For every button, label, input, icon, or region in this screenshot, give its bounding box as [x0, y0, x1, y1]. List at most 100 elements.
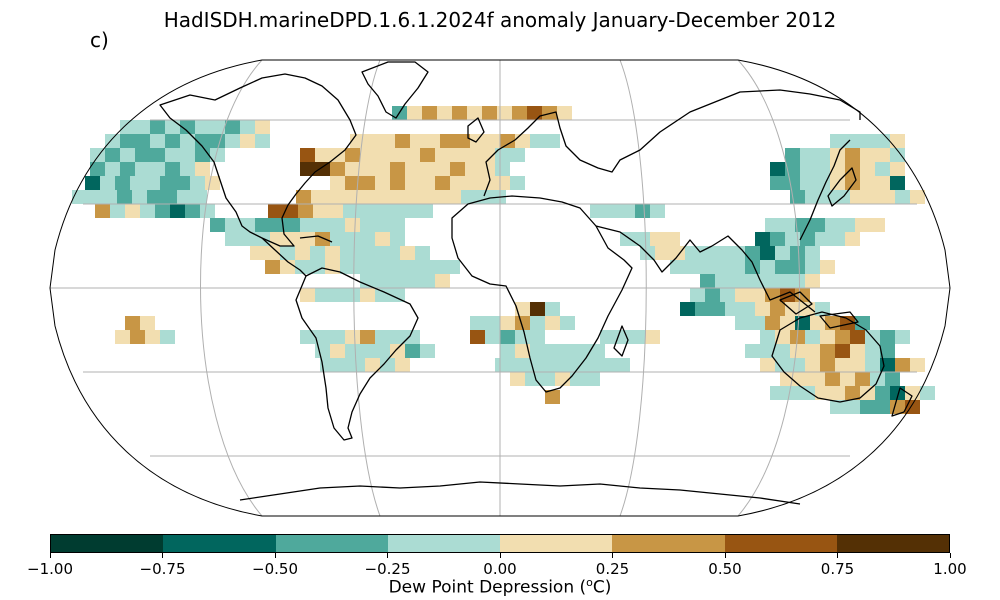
grid-cell [360, 148, 375, 162]
anomaly-grid-cells [72, 106, 935, 414]
grid-cell [140, 316, 155, 330]
grid-cell [545, 316, 560, 330]
grid-cell [445, 260, 460, 274]
grid-cell [880, 190, 895, 204]
grid-cell [240, 232, 255, 246]
grid-cell [895, 190, 910, 204]
grid-cell [195, 148, 210, 162]
grid-cell [615, 358, 630, 372]
grid-cell [495, 162, 510, 176]
grid-cell [300, 218, 315, 232]
colorbar-segment [500, 535, 613, 552]
grid-cell [300, 232, 315, 246]
grid-cell [800, 148, 815, 162]
grid-cell [880, 344, 895, 358]
grid-cell [420, 274, 435, 288]
grid-cell [600, 358, 615, 372]
world-map [49, 59, 951, 517]
grid-cell [400, 246, 415, 260]
grid-cell [345, 162, 360, 176]
grid-cell [95, 204, 110, 218]
grid-cell [760, 260, 775, 274]
colorbar-segment [51, 535, 164, 552]
grid-cell [310, 246, 325, 260]
grid-cell [175, 176, 190, 190]
grid-cell [268, 204, 283, 218]
grid-cell [320, 358, 335, 372]
grid-cell [403, 204, 418, 218]
grid-cell [105, 162, 120, 176]
grid-cell [165, 134, 180, 148]
grid-cell [225, 134, 240, 148]
grid-cell [300, 288, 315, 302]
grid-cell [300, 148, 315, 162]
colorbar-tick-label: 0.75 [820, 560, 855, 578]
grid-cell [830, 134, 845, 148]
grid-cell [685, 246, 700, 260]
grid-cell [405, 148, 420, 162]
grid-cell [890, 148, 905, 162]
grid-cell [375, 162, 390, 176]
grid-cell [860, 176, 875, 190]
grid-cell [795, 372, 810, 386]
grid-cell [725, 302, 740, 316]
grid-cell [125, 204, 140, 218]
grid-cell [605, 204, 620, 218]
colorbar-tick [49, 553, 51, 558]
grid-cell [310, 260, 325, 274]
grid-cell [890, 134, 905, 148]
grid-cell [345, 176, 360, 190]
grid-cell [155, 204, 170, 218]
grid-cell [360, 288, 375, 302]
grid-cell [461, 190, 476, 204]
grid-cell [795, 316, 810, 330]
colorbar-tick [612, 553, 613, 558]
grid-cell [326, 190, 341, 204]
grid-cell [775, 358, 790, 372]
grid-cell [370, 260, 385, 274]
grid-cell [825, 372, 840, 386]
grid-cell [805, 330, 820, 344]
grid-cell [495, 176, 510, 190]
grid-cell [355, 260, 370, 274]
grid-cell [150, 120, 165, 134]
grid-cell [790, 358, 805, 372]
grid-cell [130, 330, 145, 344]
grid-cell [270, 232, 285, 246]
grid-cell [132, 190, 147, 204]
colorbar-tick-label: 1.00 [933, 560, 967, 578]
grid-cell [100, 176, 115, 190]
grid-cell [875, 162, 890, 176]
grid-cell [785, 232, 800, 246]
grid-cell [805, 260, 820, 274]
grid-cell [575, 344, 590, 358]
grid-cell [225, 120, 240, 134]
grid-cell [455, 134, 470, 148]
grid-cell [920, 386, 935, 400]
colorbar [50, 534, 950, 553]
grid-cell [170, 204, 185, 218]
grid-cell [790, 260, 805, 274]
grid-cell [545, 390, 560, 404]
colorbar-tick [274, 553, 276, 558]
grid-cell [720, 288, 735, 302]
grid-cell [820, 330, 835, 344]
grid-cell [390, 288, 405, 302]
grid-cell [390, 148, 405, 162]
grid-cell [390, 344, 405, 358]
map-boundary [49, 59, 951, 517]
grid-cell [600, 330, 615, 344]
grid-cell [465, 176, 480, 190]
grid-cell [425, 134, 440, 148]
grid-cell [315, 288, 330, 302]
grid-cell [435, 274, 450, 288]
grid-cell [180, 162, 195, 176]
grid-cell [410, 134, 425, 148]
grid-cell [830, 386, 845, 400]
grid-cell [165, 120, 180, 134]
grid-cell [240, 218, 255, 232]
colorbar-label-superscript: o [586, 576, 593, 589]
grid-cell [485, 134, 500, 148]
grid-cell [770, 232, 785, 246]
grid-cell [770, 386, 785, 400]
